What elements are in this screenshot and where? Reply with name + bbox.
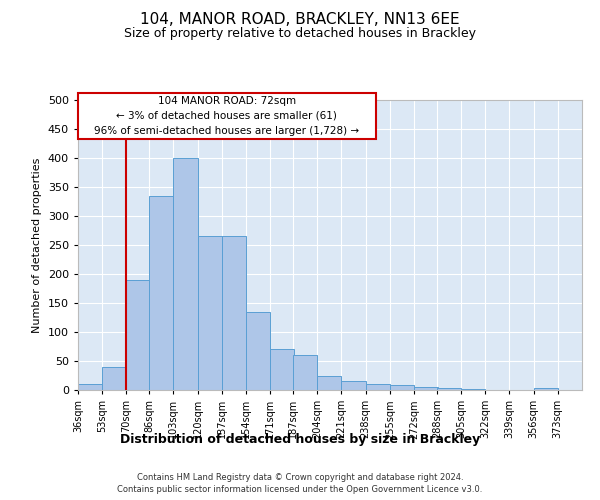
- Bar: [222, 236, 246, 390]
- Bar: [149, 196, 173, 390]
- Text: 104 MANOR ROAD: 72sqm: 104 MANOR ROAD: 72sqm: [158, 96, 296, 106]
- Bar: [390, 386, 414, 390]
- Bar: [246, 312, 270, 390]
- Bar: [414, 387, 438, 390]
- Text: 96% of semi-detached houses are larger (1,728) →: 96% of semi-detached houses are larger (…: [94, 126, 359, 136]
- Bar: [293, 355, 317, 390]
- Bar: [127, 280, 151, 390]
- Text: Contains HM Land Registry data © Crown copyright and database right 2024.: Contains HM Land Registry data © Crown c…: [137, 472, 463, 482]
- Bar: [341, 382, 365, 390]
- Bar: [437, 388, 461, 390]
- Text: 104, MANOR ROAD, BRACKLEY, NN13 6EE: 104, MANOR ROAD, BRACKLEY, NN13 6EE: [140, 12, 460, 28]
- Text: Contains public sector information licensed under the Open Government Licence v3: Contains public sector information licen…: [118, 485, 482, 494]
- Bar: [365, 384, 390, 390]
- Bar: [270, 350, 295, 390]
- Bar: [102, 367, 127, 390]
- Text: Size of property relative to detached houses in Brackley: Size of property relative to detached ho…: [124, 28, 476, 40]
- Bar: [173, 158, 197, 390]
- Text: Distribution of detached houses by size in Brackley: Distribution of detached houses by size …: [120, 432, 480, 446]
- Bar: [78, 384, 102, 390]
- Y-axis label: Number of detached properties: Number of detached properties: [32, 158, 42, 332]
- Bar: [197, 236, 222, 390]
- Bar: [533, 388, 558, 390]
- Text: ← 3% of detached houses are smaller (61): ← 3% of detached houses are smaller (61): [116, 111, 337, 121]
- Bar: [317, 376, 341, 390]
